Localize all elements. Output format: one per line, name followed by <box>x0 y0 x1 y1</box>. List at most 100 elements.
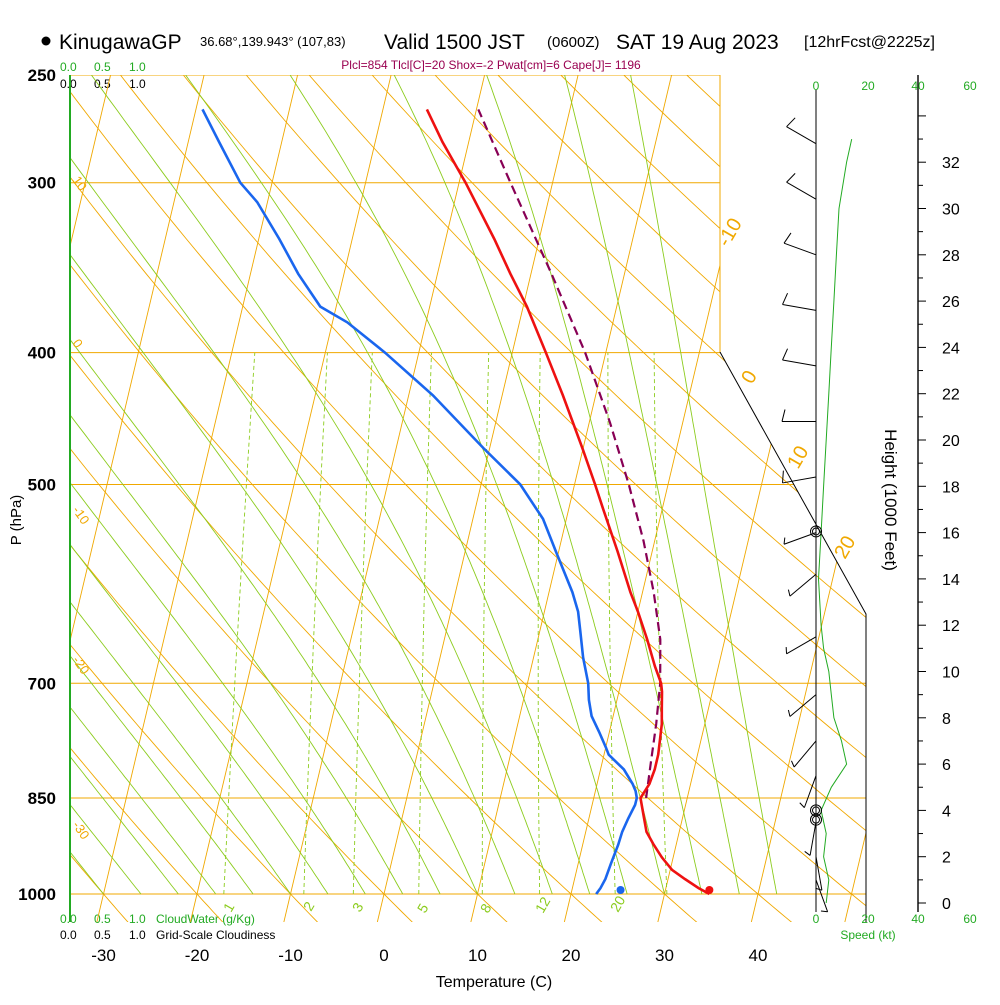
mixing-ratio-8 <box>482 353 488 894</box>
dry-adiabat--30 <box>0 51 129 923</box>
wind-barb-flag <box>800 803 805 808</box>
wind-barb-flag <box>784 538 785 545</box>
dry-adiabat-40 <box>0 51 792 923</box>
station-coords: 36.68°,139.943° (107,83) <box>200 34 346 49</box>
height-tick-label: 24 <box>942 340 960 357</box>
wind-barb-flag <box>784 233 791 243</box>
wind-barb-staff <box>783 360 816 366</box>
cloudwater-scale-top-1: 0.5 <box>94 60 111 74</box>
dry-adiabat-label: -20 <box>70 653 93 677</box>
height-tick-label: 22 <box>942 387 960 404</box>
dry-adiabat-110 <box>413 51 1000 923</box>
mixing-ratio-label: 2 <box>300 899 318 914</box>
wind-barb-flag <box>782 409 785 421</box>
speed-tick-label-bottom: 40 <box>911 912 925 926</box>
dry-adiabat-140 <box>599 51 1000 923</box>
moist-adiabat-38 <box>558 51 739 894</box>
moist-adiabat-18 <box>74 51 552 894</box>
height-axis-title: Height (1000 Feet) <box>881 429 900 571</box>
cloudwater-title: CloudWater (g/Kg) <box>156 912 255 926</box>
cloudwater-scale-top-0: 0.0 <box>60 60 77 74</box>
isotherm--20 <box>190 51 397 923</box>
cloudiness-title: Grid-Scale Cloudiness <box>156 928 275 942</box>
wind-barb <box>788 574 816 596</box>
height-tick-label: 12 <box>942 618 960 635</box>
sounding-profiles <box>203 109 714 894</box>
cloudwater-scale-bottom-1: 0.5 <box>94 912 111 926</box>
surface-temperature-marker <box>705 886 713 894</box>
wind-barb-flag <box>783 349 788 360</box>
speed-tick-label-bottom: 20 <box>861 912 875 926</box>
speed-axis-title: Speed (kt) <box>840 928 895 942</box>
right-boundary <box>720 352 866 922</box>
cloudiness-scale-top-0: 0.0 <box>60 77 77 91</box>
mixing-ratio-2 <box>304 353 328 894</box>
dry-adiabat-label: -30 <box>70 818 93 842</box>
dry-adiabat-120 <box>475 51 1000 923</box>
mixing-ratio-label: 5 <box>414 901 432 916</box>
station-name: KinugawaGP <box>59 31 182 54</box>
temperature-tick-label: 40 <box>749 946 768 965</box>
height-tick-label: 4 <box>942 803 951 820</box>
speed-tick-label-bottom: 0 <box>813 912 820 926</box>
wind-barb-staff <box>816 880 828 912</box>
height-tick-label: 30 <box>942 202 960 219</box>
dry-adiabat-100 <box>351 51 1000 923</box>
mixing-ratio-label: 20 <box>607 893 629 915</box>
mixing-ratio-1 <box>224 353 255 894</box>
height-tick-label: 2 <box>942 850 951 867</box>
height-tick-label: 14 <box>942 572 960 589</box>
pressure-tick-label: 850 <box>28 789 56 808</box>
pressure-tick-label: 700 <box>28 674 56 693</box>
isotherm-50 <box>845 51 1000 923</box>
forecast-info: [12hrFcst@2225z] <box>804 34 935 51</box>
wind-barb <box>783 349 816 366</box>
dry-adiabat-130 <box>537 51 1000 923</box>
isotherm-label: -10 <box>713 214 747 250</box>
dry-adiabat-70 <box>164 51 1000 923</box>
temperature-tick-label: 0 <box>379 946 388 965</box>
height-tick-label: 10 <box>942 665 960 682</box>
mixing-ratio-label: 8 <box>477 901 495 916</box>
dry-adiabat-200 <box>973 51 1000 923</box>
height-tick-label: 0 <box>942 896 951 913</box>
dry-adiabat-30 <box>0 51 697 923</box>
cloudwater-scale-bottom-2: 1.0 <box>129 912 146 926</box>
speed-tick-label-bottom: 60 <box>963 912 977 926</box>
wind-barb-flag <box>787 118 796 127</box>
wind-barb-staff <box>783 304 816 310</box>
utc-time: (0600Z) <box>547 34 600 51</box>
mixing-ratio-label: 12 <box>532 894 554 916</box>
wind-barb <box>800 776 816 808</box>
surface-dewpoint-marker <box>617 886 625 894</box>
dry-adiabat-label: -10 <box>70 503 93 527</box>
cloudwater-scale-bottom-0: 0.0 <box>60 912 77 926</box>
speed-tick-label-top: 60 <box>963 79 977 93</box>
station-dot <box>42 37 51 46</box>
x-axis-title: Temperature (C) <box>436 974 552 991</box>
wind-barb <box>805 822 816 855</box>
cloudiness-scale-bottom-1: 0.5 <box>94 928 111 942</box>
valid-time: Valid 1500 JST <box>384 31 525 54</box>
pressure-tick-label: 400 <box>28 344 56 363</box>
wind-barb-flag <box>787 173 796 182</box>
wind-barb <box>787 118 816 144</box>
wind-barb <box>791 741 816 767</box>
wind-barb-staff <box>787 182 816 199</box>
wind-barb-staff <box>816 857 822 890</box>
dry-adiabat-20 <box>0 51 603 923</box>
mixing-ratio-3 <box>353 353 372 894</box>
cloudwater-scale-top-2: 1.0 <box>129 60 146 74</box>
wind-barb-flag <box>788 710 790 717</box>
isotherm--50 <box>0 51 116 923</box>
isotherm-30 <box>658 51 865 923</box>
temperature-tick-label: -10 <box>278 946 303 965</box>
height-tick-label: 32 <box>942 155 960 172</box>
height-tick-label: 8 <box>942 711 951 728</box>
wind-barb <box>786 637 816 654</box>
wind-barb-staff <box>794 741 816 767</box>
speed-tick-label-top: 40 <box>911 79 925 93</box>
temperature-tick-label: -20 <box>185 946 210 965</box>
